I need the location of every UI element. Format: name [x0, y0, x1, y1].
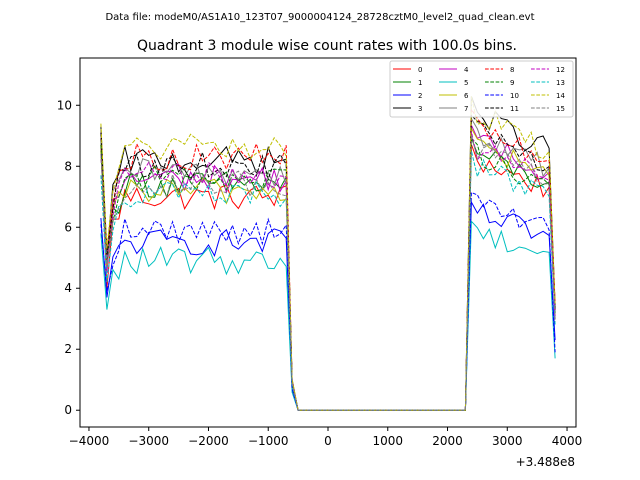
- chart-title: Quadrant 3 module wise count rates with …: [137, 38, 517, 54]
- x-tick-label: 2000: [432, 434, 463, 448]
- legend-box: [389, 60, 574, 118]
- legend-label-14: 14: [556, 92, 565, 100]
- legend-label-0: 0: [418, 66, 422, 74]
- y-tick-label: 2: [64, 342, 72, 356]
- legend-label-8: 8: [510, 66, 514, 74]
- axes: −4000 −3000 −2000 −1000 0 1000 2000 3000 4000 0 2 4…: [57, 57, 583, 448]
- x-tick-label: 0: [324, 434, 332, 448]
- legend-label-15: 15: [556, 105, 565, 113]
- legend-label-11: 11: [510, 105, 519, 113]
- legend-label-10: 10: [510, 92, 519, 100]
- legend-label-3: 3: [418, 105, 422, 113]
- y-tick-label: 10: [57, 98, 72, 112]
- legend-label-13: 13: [556, 79, 565, 87]
- x-tick-label: −1000: [248, 434, 289, 448]
- legend-label-9: 9: [510, 79, 514, 87]
- legend-label-4: 4: [464, 66, 469, 74]
- y-tick-label: 4: [64, 281, 72, 295]
- x-tick-label: −4000: [69, 434, 110, 448]
- plot-area: [100, 96, 556, 411]
- series-line-8: [100, 107, 556, 411]
- legend-label-6: 6: [464, 92, 469, 100]
- legend-label-12: 12: [556, 66, 565, 74]
- legend-label-2: 2: [418, 92, 422, 100]
- x-tick-label: 1000: [372, 434, 403, 448]
- x-offset-label: +3.488e8: [516, 455, 575, 469]
- x-tick-label: −2000: [188, 434, 229, 448]
- x-tick-label: 4000: [552, 434, 583, 448]
- figure-suptitle: Data file: modeM0/AS1A10_123T07_90000041…: [105, 12, 534, 23]
- legend-label-5: 5: [464, 79, 468, 87]
- x-tick-label: 3000: [492, 434, 523, 448]
- series-line-10: [100, 191, 556, 411]
- legend-label-7: 7: [464, 105, 468, 113]
- x-tick-label: −3000: [128, 434, 169, 448]
- series-line-15: [100, 134, 556, 411]
- legend-label-1: 1: [418, 79, 422, 87]
- y-tick-label: 8: [64, 159, 72, 173]
- y-tick-label: 6: [64, 220, 72, 234]
- y-tick-label: 0: [64, 403, 72, 417]
- series-line-14: [100, 96, 556, 411]
